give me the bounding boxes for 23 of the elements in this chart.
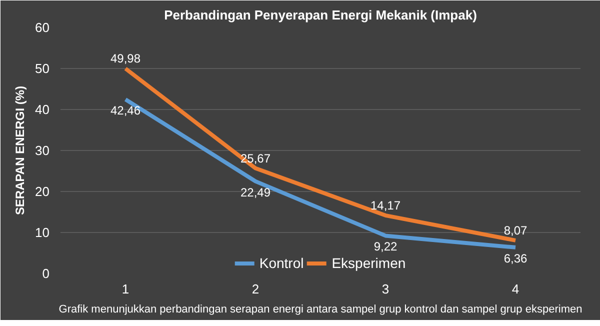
y-tick-label: 60 <box>35 20 50 35</box>
data-label: 22,49 <box>240 185 271 200</box>
y-tick-label: 30 <box>35 143 50 158</box>
y-tick-label: 20 <box>35 184 50 199</box>
y-axis-title: SERAPAN ENERGI (%) <box>13 86 28 216</box>
legend-label: Kontrol <box>259 255 304 271</box>
data-label: 42,46 <box>110 103 141 118</box>
chart-title: Perbandingan Penyerapan Energi Mekanik (Impak) <box>164 8 477 22</box>
y-tick-label: 50 <box>35 61 50 76</box>
x-tick-label: 3 <box>382 282 390 296</box>
text: Grafik menunjukkan perbandingan serapan energi antara sampel grup kontrol dan sampel grup eksperimen <box>58 304 582 316</box>
data-label: 14,17 <box>370 198 401 212</box>
data-label: 8,07 <box>504 223 528 238</box>
y-tick-label: 10 <box>35 225 50 240</box>
data-label: 9,22 <box>374 240 398 254</box>
data-label: 49,98 <box>110 52 141 66</box>
data-label: 6,36 <box>504 251 528 266</box>
y-tick-label: 0 <box>42 266 50 281</box>
y-tick-label: 40 <box>35 102 50 117</box>
x-tick-label: 2 <box>252 282 260 296</box>
x-tick-label: 1 <box>122 282 130 296</box>
legend-label: Eksperimen <box>332 255 406 271</box>
x-tick-label: 4 <box>512 282 520 296</box>
